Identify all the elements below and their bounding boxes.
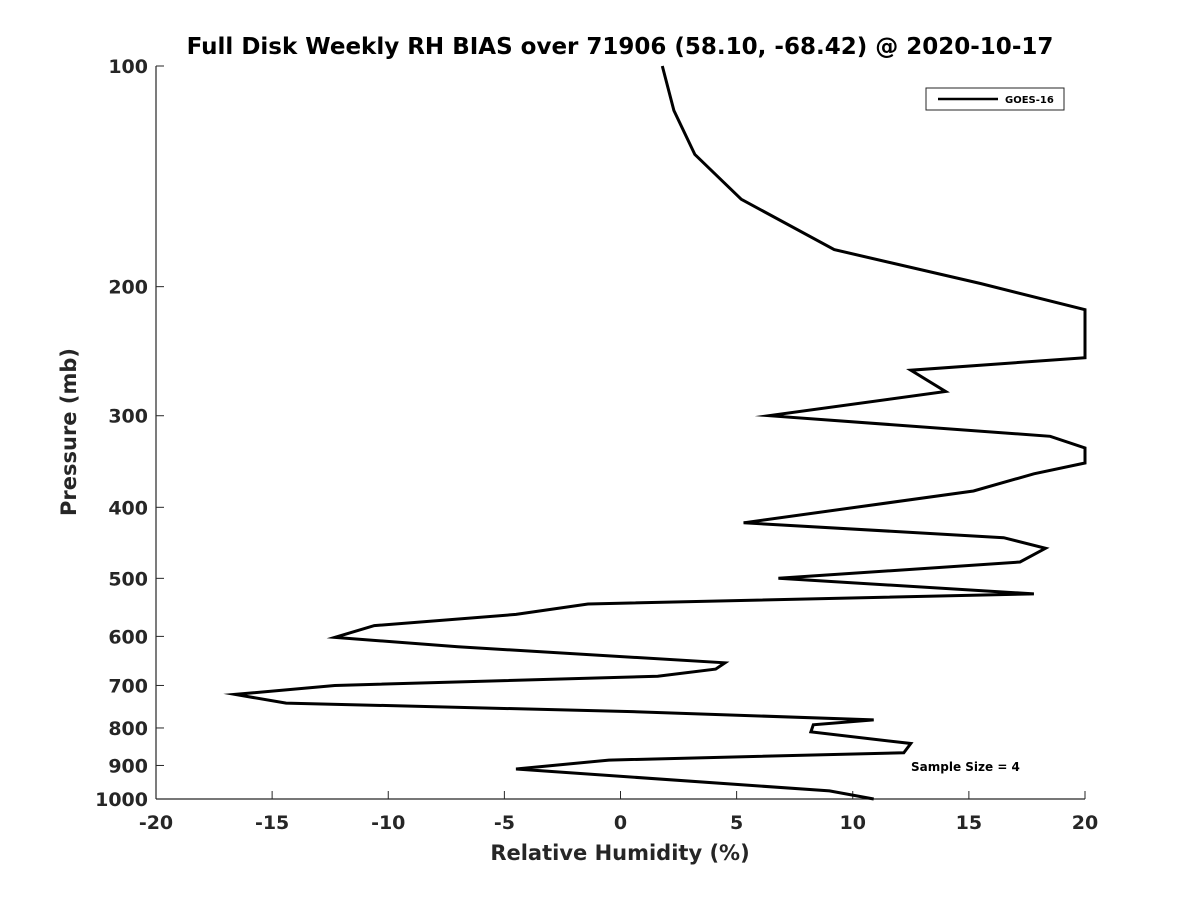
- y-tick-label: 800: [108, 718, 148, 740]
- chart-title: Full Disk Weekly RH BIAS over 71906 (58.…: [187, 34, 1054, 60]
- y-tick-label: 500: [108, 568, 148, 590]
- y-tick-label: 200: [108, 277, 148, 299]
- x-axis-label: Relative Humidity (%): [490, 841, 749, 865]
- x-tick-label: 10: [840, 812, 866, 834]
- legend: GOES-16: [925, 87, 1065, 111]
- y-tick-label: 300: [108, 406, 148, 428]
- y-tick-label: 700: [108, 675, 148, 697]
- y-tick-label: 100: [108, 56, 148, 78]
- sample-size-annotation: Sample Size = 4: [911, 760, 1020, 774]
- y-tick-label: 1000: [95, 789, 148, 811]
- x-tick-label: 0: [614, 812, 627, 834]
- y-tick-label: 400: [108, 497, 148, 519]
- x-tick-label: 5: [730, 812, 743, 834]
- x-tick-label: -20: [139, 812, 173, 834]
- legend-entry-goes-16: GOES-16: [1005, 95, 1054, 106]
- x-tick-label: -5: [494, 812, 515, 834]
- y-axis-ticks: 100 200 300 400 500 600 700 800 900 1000: [95, 56, 164, 811]
- y-tick-label: 900: [108, 755, 148, 777]
- y-axis-label: Pressure (mb): [57, 348, 81, 516]
- x-tick-label: 15: [956, 812, 982, 834]
- x-axis-ticks: -20 -15 -10 -5 0 5 10 15 20: [139, 791, 1098, 834]
- series-line-goes-16: [223, 65, 1087, 801]
- x-tick-label: -10: [371, 812, 405, 834]
- series-layer: [223, 65, 1087, 801]
- x-tick-label: -15: [255, 812, 289, 834]
- y-tick-label: 600: [108, 626, 148, 648]
- x-tick-label: 20: [1072, 812, 1098, 834]
